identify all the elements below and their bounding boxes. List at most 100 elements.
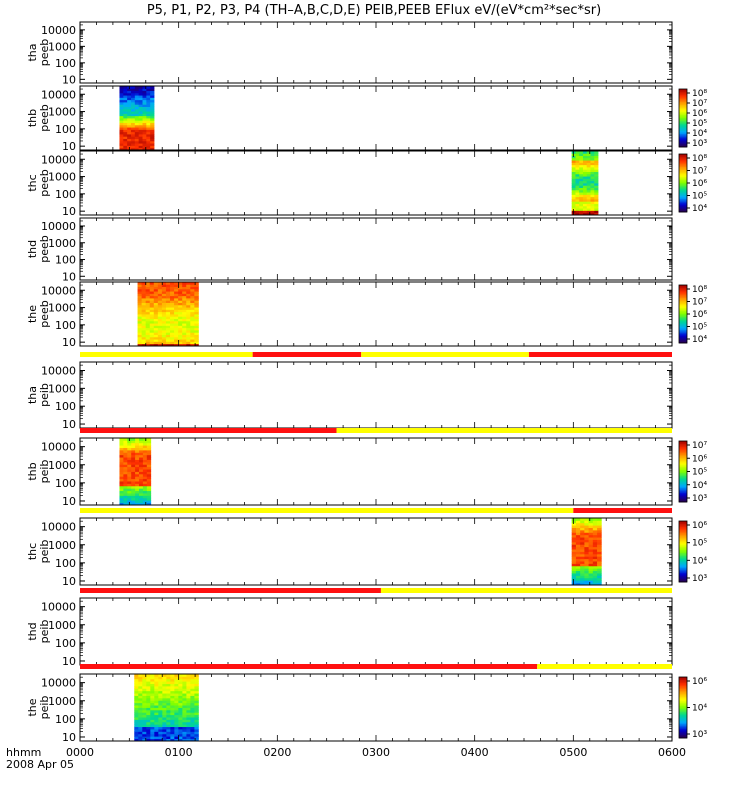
spectrogram-cell xyxy=(137,332,143,335)
spectrogram-cell xyxy=(123,106,128,110)
spectrogram-cell xyxy=(149,325,155,329)
spectrogram-cell xyxy=(582,208,588,211)
spectrogram-cell xyxy=(142,714,147,718)
spectrogram-cell xyxy=(575,199,580,202)
colorbar-cell xyxy=(679,324,687,326)
spectrogram-cell xyxy=(149,286,155,290)
y-tick-label: 1000 xyxy=(48,459,76,472)
spectrogram-cell xyxy=(161,304,167,308)
colorbar-cell xyxy=(679,128,687,130)
spectrogram-cell xyxy=(594,194,599,198)
y-tick-label: 100 xyxy=(55,400,76,413)
spectrogram-cell xyxy=(594,196,599,200)
colorbar-cell xyxy=(679,575,687,578)
spectrogram-cell xyxy=(131,442,136,446)
spectrogram-cell xyxy=(150,678,155,682)
spectrogram-cell xyxy=(588,558,594,562)
spectrogram-cell xyxy=(582,178,588,182)
spectrogram-cell xyxy=(154,681,159,684)
spectrogram-cell xyxy=(582,210,588,214)
spectrogram-cell xyxy=(123,447,128,451)
spectrogram-cell xyxy=(186,738,191,742)
spectrogram-cell xyxy=(194,683,199,687)
y-tick-label: 10000 xyxy=(41,365,76,378)
spectrogram-cell xyxy=(190,712,195,716)
spectrogram-cell xyxy=(182,700,187,704)
colorbar-cell xyxy=(679,299,687,302)
spectrogram-cell xyxy=(131,449,136,453)
spectrogram-cell xyxy=(161,327,167,331)
spectrogram-cell xyxy=(153,282,159,285)
spectrogram-cell xyxy=(586,183,591,186)
spectrogram-cell xyxy=(146,92,151,96)
spectrogram-cell xyxy=(157,334,163,338)
spectrogram-cell xyxy=(166,705,171,708)
spectrogram-cell xyxy=(142,449,148,453)
spectrogram-cell xyxy=(166,693,171,696)
spectrogram-cell xyxy=(146,726,151,730)
panel-product-label: peeb xyxy=(38,104,51,132)
spectrogram-cell xyxy=(127,118,132,121)
spectrogram-cell xyxy=(145,320,151,324)
colorbar-cell xyxy=(679,155,687,158)
spectrogram-cell xyxy=(580,527,585,531)
spectrogram-cell xyxy=(178,318,183,322)
spectrogram-cell xyxy=(575,563,581,567)
colorbar-cell xyxy=(679,194,687,197)
spectrogram-cell xyxy=(178,721,183,725)
spectrogram-cell xyxy=(597,551,602,555)
spectrogram-cell xyxy=(127,440,132,444)
spectrogram-cell xyxy=(145,332,151,335)
spectrogram-cell xyxy=(586,176,591,179)
spectrogram-cell xyxy=(162,721,167,725)
spectrogram-cell xyxy=(190,702,195,706)
spectrogram-cell xyxy=(119,129,124,133)
spectrogram-cell xyxy=(123,488,128,492)
spectrogram-cell xyxy=(194,681,199,684)
spectrogram-cell xyxy=(161,295,167,299)
x-tick-label: 0200 xyxy=(263,746,291,759)
spectrogram-cell xyxy=(161,336,167,340)
spectrogram-cell xyxy=(150,726,155,730)
spectrogram-cell xyxy=(161,284,167,287)
spectrogram-cell xyxy=(142,700,147,704)
colorbar-cell xyxy=(679,477,687,480)
spectrogram-cell xyxy=(584,541,589,545)
spectrogram-cell xyxy=(186,343,191,347)
spectrogram-cell xyxy=(194,678,199,682)
spectrogram-cell xyxy=(130,86,136,89)
spectrogram-cell xyxy=(135,464,140,468)
spectrogram-cell xyxy=(178,676,183,680)
spectrogram-cell xyxy=(571,194,576,198)
spectrogram-cell xyxy=(594,160,599,163)
spectrogram-cell xyxy=(190,298,195,301)
spectrogram-cell xyxy=(119,122,124,126)
spectrogram-cell xyxy=(134,714,139,718)
spectrogram-cell xyxy=(170,733,175,737)
colorbar-cell xyxy=(679,287,687,290)
spectrogram-cell xyxy=(194,318,199,322)
spectrogram-cell xyxy=(590,203,595,207)
spectrogram-cell xyxy=(182,304,187,308)
spectrogram-block xyxy=(571,151,599,216)
colorbar-cell xyxy=(679,459,687,462)
spectrogram-cell xyxy=(582,164,588,168)
spectrogram-cell xyxy=(174,311,179,315)
spectrogram-cell xyxy=(165,309,171,313)
spectrogram-cell xyxy=(597,525,602,528)
spectrogram-cell xyxy=(149,343,155,347)
spectrogram-cell xyxy=(127,469,132,472)
spectrogram-cell xyxy=(150,104,155,107)
y-tick-label: 1000 xyxy=(48,40,76,53)
spectrogram-cell xyxy=(146,104,151,107)
spectrogram-cell xyxy=(138,92,143,96)
spectrogram-cell xyxy=(153,327,159,331)
spectrogram-cell xyxy=(590,194,595,198)
spectrogram-cell xyxy=(582,162,588,166)
panel-product-label: peeb xyxy=(38,39,51,67)
colorbar-cell xyxy=(679,306,687,309)
colorbar-tick-label: 10⁶ xyxy=(692,179,707,189)
panel-frame xyxy=(79,361,673,429)
spectrogram-cell xyxy=(134,90,140,94)
